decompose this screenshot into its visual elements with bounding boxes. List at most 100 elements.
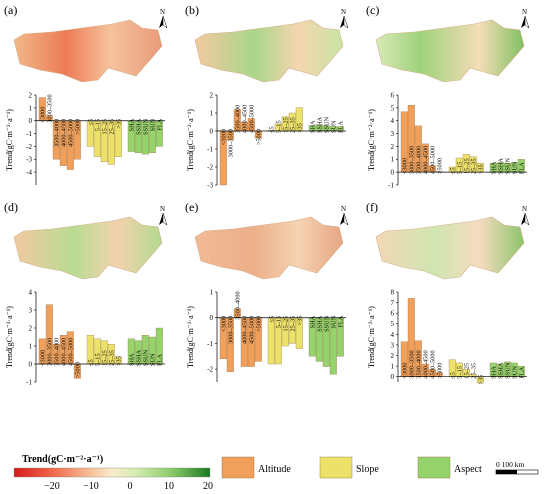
category-label: 15–25 — [101, 350, 108, 366]
y-tick-label: 1 — [29, 342, 33, 350]
category-label: 25–35 — [108, 350, 115, 366]
north-label: N — [522, 205, 527, 213]
north-label: N — [341, 205, 346, 213]
category-label: >35 — [477, 164, 484, 174]
y-tick-label: 1 — [29, 104, 33, 112]
category-label: SHA — [128, 353, 135, 366]
category-label: 4000–4500 — [422, 350, 429, 378]
category-label: 5–15 — [456, 162, 463, 175]
category-label: 25–35 — [289, 316, 296, 332]
legend-swatch — [319, 456, 353, 479]
legend-tick-label: 10 — [164, 481, 174, 492]
north-arrow-icon — [162, 15, 168, 29]
panel-label: (e) — [185, 200, 198, 214]
category-label: 3500–4000 — [53, 338, 60, 366]
y-tick-label: -2 — [26, 143, 32, 151]
north-arrow-icon — [340, 16, 344, 28]
category-label: ≤5 — [449, 372, 456, 379]
y-tick-label: -1 — [207, 145, 213, 153]
category-label: SSUN — [142, 349, 149, 366]
legend-title: Trend(gC·m⁻²·a⁻¹) — [22, 454, 103, 465]
legend-tick-label: −10 — [83, 481, 99, 492]
category-label: ≤5 — [449, 168, 456, 175]
legend-group-label: Slope — [356, 464, 379, 475]
y-tick-label: 6 — [391, 310, 395, 318]
region-map — [194, 216, 344, 280]
y-tick-label: 4 — [29, 288, 33, 296]
category-label: SHA — [490, 161, 497, 174]
y-tick-label: -4 — [26, 169, 32, 177]
category-label: <3000 — [39, 107, 46, 123]
category-label: 4000–4500 — [241, 105, 248, 133]
category-label: 25–35 — [108, 119, 115, 135]
category-label: SUN — [330, 120, 337, 133]
category-label: SSHA — [497, 362, 504, 379]
category-label: 15–25 — [463, 158, 470, 174]
y-axis-label: Trend(gC·m⁻²·a⁻¹) — [186, 306, 195, 368]
category-label: SSUN — [142, 118, 149, 135]
y-tick-label: 7 — [391, 299, 395, 307]
legend-colorbar — [13, 467, 211, 478]
category-label: SSUN — [504, 158, 511, 175]
legend-swatch — [221, 456, 255, 479]
category-label: SSHA — [316, 116, 323, 133]
category-label: 5–15 — [275, 120, 282, 133]
category-label: 4500–5000 — [248, 316, 255, 344]
y-tick-label: -3 — [26, 156, 32, 164]
category-label: SSHA — [316, 315, 323, 332]
scale-label: 0 100 km — [496, 460, 525, 469]
category-label: 3000–3500 — [227, 316, 234, 344]
category-label: >35 — [477, 375, 484, 385]
y-tick-label: 0 — [29, 360, 33, 368]
category-label: 4500–5000 — [248, 105, 255, 133]
category-label: <3000 — [220, 129, 227, 145]
category-label: 5–15 — [275, 316, 282, 329]
y-tick-label: -3 — [207, 181, 213, 189]
region-map — [375, 19, 525, 83]
category-label: 3500–4000 — [53, 119, 60, 147]
category-label: >5000 — [436, 363, 443, 379]
panel-d: (d) N Trend(gC·m⁻²·a⁻¹) 4 3 2 1 0 -1 <3000 3000–35… — [4, 200, 168, 386]
category-label: 15–25 — [101, 119, 108, 135]
category-label: >5000 — [74, 119, 81, 135]
region-map — [375, 216, 525, 280]
bar-e-6 — [267, 317, 275, 365]
north-arrow-icon — [159, 16, 163, 28]
category-label: 3500–4000 — [234, 291, 241, 319]
category-label: SHA — [309, 120, 316, 133]
y-tick-label: -1 — [26, 378, 32, 386]
category-label: SHA — [128, 118, 135, 131]
category-label: SSHA — [497, 158, 504, 175]
category-label: FLA — [156, 354, 163, 366]
category-label: 15–25 — [282, 117, 289, 133]
y-axis-label: Trend(gC·m⁻²·a⁻¹) — [367, 109, 376, 171]
category-label: ≤5 — [268, 126, 275, 133]
y-axis-label: Trend(gC·m⁻²·a⁻¹) — [186, 109, 195, 171]
y-tick-label: 2 — [29, 324, 33, 332]
y-tick-label: 3 — [29, 306, 33, 314]
category-label: >5000 — [436, 158, 443, 174]
y-tick-label: -1 — [207, 340, 213, 348]
y-tick-label: 1 — [210, 109, 214, 117]
region-map — [13, 19, 163, 83]
category-label: SSHA — [135, 118, 142, 135]
region-map — [194, 19, 344, 83]
north-arrow-icon — [524, 212, 530, 226]
north-arrow-icon — [343, 15, 349, 29]
y-axis-label: Trend(gC·m⁻²·a⁻¹) — [367, 306, 376, 368]
category-label: SSUN — [323, 116, 330, 133]
y-tick-label: -2 — [207, 163, 213, 171]
panel-e: (e) N Trend(gC·m⁻²·a⁻¹) 1 0 -1 -2 <3000 3000–350… — [185, 200, 349, 382]
category-label: 4500–5000 — [67, 338, 74, 366]
category-label: <3000 — [39, 350, 46, 366]
panel-f: (f) N Trend(gC·m⁻²·a⁻¹) 8 7 6 5 4 3 2 1 0 <3000 3000–… — [366, 200, 530, 385]
category-label: 15–25 — [282, 316, 289, 332]
category-label: 25–35 — [470, 158, 477, 174]
north-arrow-icon — [521, 213, 525, 225]
category-label: 3000–3500 — [227, 129, 234, 157]
y-tick-label: 6 — [391, 91, 395, 99]
category-label: 3500–4000 — [234, 105, 241, 133]
category-label: >5000 — [74, 362, 81, 378]
y-tick-label: 3 — [391, 130, 395, 138]
category-label: FLA — [337, 315, 344, 327]
